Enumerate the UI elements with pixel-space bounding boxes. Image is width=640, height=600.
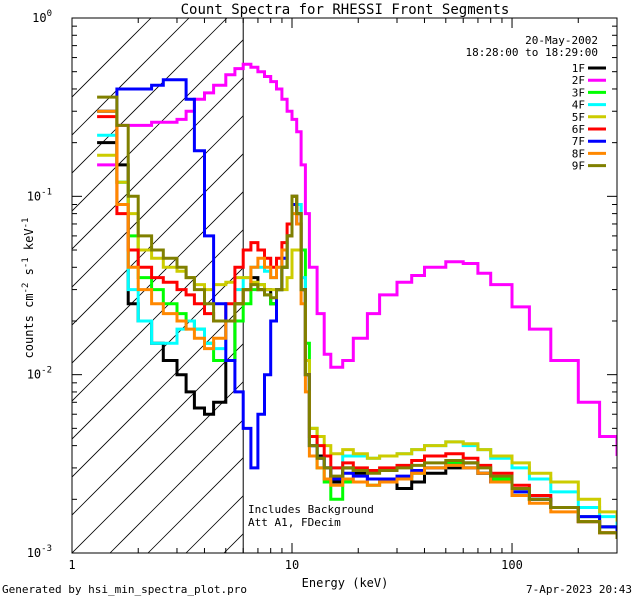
footer-generator: Generated by hsi_min_spectra_plot.pro [2, 583, 248, 596]
x-axis-label: Energy (keV) [302, 576, 389, 590]
x-tick-label: 100 [501, 558, 523, 572]
legend: 20-May-2002 18:28:00 to 18:29:00 1F2F3F4… [466, 34, 606, 173]
legend-label-4F: 4F [572, 99, 585, 112]
legend-label-7F: 7F [572, 135, 585, 148]
legend-label-1F: 1F [572, 62, 585, 75]
y-tick-label: 10-1 [27, 187, 52, 203]
legend-label-2F: 2F [572, 74, 585, 87]
series-line-9F [97, 95, 617, 539]
annotation-attenuator: Att A1, FDecim [248, 516, 341, 529]
y-tick-label: 100 [32, 9, 52, 25]
axes: 1 10 100 10-3 10-2 10-1 100 [27, 9, 618, 572]
hatch-line [72, 18, 266, 212]
hatch-line [72, 18, 228, 174]
hatch-line [72, 18, 190, 136]
footer-timestamp: 7-Apr-2023 20:43 [526, 583, 632, 596]
hatch-line [72, 18, 304, 250]
x-tick-label: 1 [68, 558, 75, 572]
legend-label-3F: 3F [572, 86, 585, 99]
x-tick-label: 10 [285, 558, 299, 572]
annotation-background: Includes Background [248, 503, 374, 516]
series-line-2F [97, 62, 617, 456]
legend-label-6F: 6F [572, 123, 585, 136]
legend-date: 20-May-2002 [525, 34, 598, 47]
y-tick-label: 10-3 [27, 544, 52, 560]
legend-time-range: 18:28:00 to 18:29:00 [466, 46, 598, 59]
legend-label-9F: 9F [572, 160, 585, 173]
y-tick-label: 10-2 [27, 366, 52, 382]
chart-title: Count Spectra for RHESSI Front Segments [181, 2, 510, 18]
plot-frame [71, 17, 618, 554]
y-axis-label: counts cm-2 s-1 keV-1 [21, 218, 36, 359]
legend-label-8F: 8F [572, 147, 585, 160]
series-layer [97, 62, 617, 539]
legend-label-5F: 5F [572, 111, 585, 124]
